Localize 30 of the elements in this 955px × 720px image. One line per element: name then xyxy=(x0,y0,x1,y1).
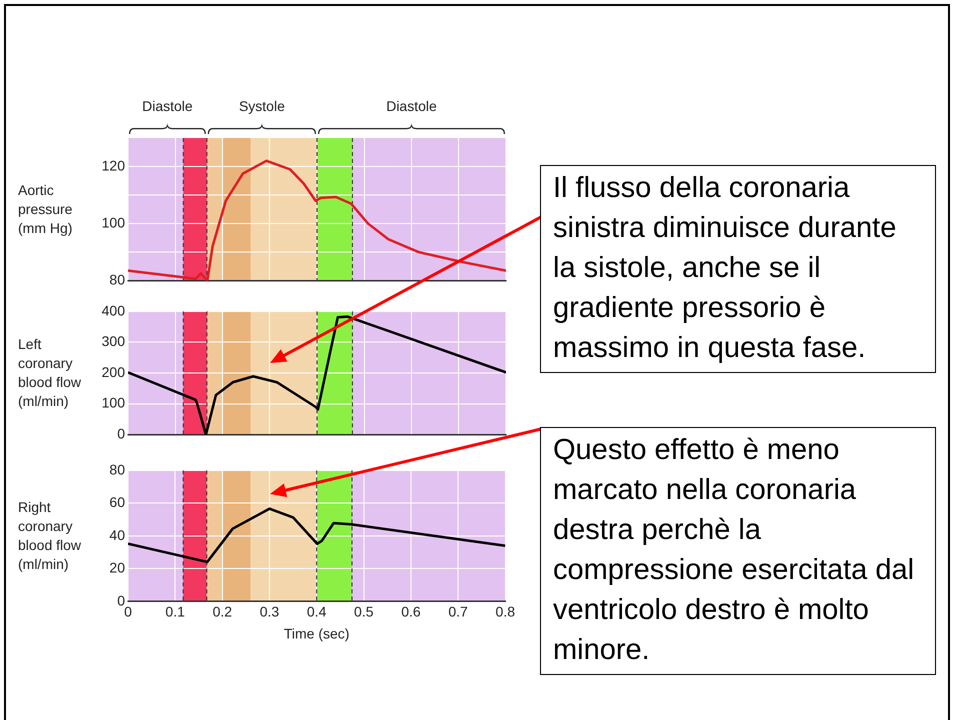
y-tick-label: 60 xyxy=(109,494,126,510)
y-tick-label: 200 xyxy=(102,364,126,380)
x-tick-label: 0.7 xyxy=(448,604,468,620)
x-tick-label: 0.6 xyxy=(401,604,421,620)
y-tick-label: 80 xyxy=(109,271,126,288)
text: Diastole xyxy=(142,98,193,114)
y-tick-label: 80 xyxy=(109,461,126,478)
x-tick-label: 0.8 xyxy=(496,604,516,620)
text: Questo effetto è meno marcato nella coronaria destra perchè la compressione esercitata dal ventricolo destro è molto minore. xyxy=(540,427,936,675)
y-axis-title: Aortic pressure (mm Hg) xyxy=(18,180,74,238)
x-tick-label: 0.5 xyxy=(354,604,374,620)
y-tick-label: 120 xyxy=(102,157,126,174)
x-tick-label: 0.3 xyxy=(260,604,280,620)
x-axis-title: Time (sec) xyxy=(284,625,350,642)
y-axis-title: Right coronary blood flow (ml/min) xyxy=(18,498,82,574)
y-tick-label: 300 xyxy=(102,333,126,350)
x-tick-label: 0.1 xyxy=(165,604,186,620)
x-tick-label: 0.2 xyxy=(212,604,232,620)
y-tick-label: 20 xyxy=(109,560,126,576)
text: Diastole xyxy=(386,98,437,114)
y-axis-title: Left coronary blood flow (ml/min) xyxy=(18,335,82,411)
y-tick-label: 40 xyxy=(109,526,126,543)
x-tick-label: 0.4 xyxy=(306,604,327,620)
text: Il flusso della coronaria sinistra diminuisce durante la sistole, anche se il gradiente pressorio è massimo in questa fase. xyxy=(540,165,936,373)
y-tick-label: 400 xyxy=(102,302,126,318)
y-tick-label: 100 xyxy=(102,214,126,230)
y-tick-label: 100 xyxy=(102,394,126,411)
y-tick-label: 0 xyxy=(117,592,126,608)
text: Systole xyxy=(238,98,285,114)
y-tick-label: 0 xyxy=(117,425,126,442)
